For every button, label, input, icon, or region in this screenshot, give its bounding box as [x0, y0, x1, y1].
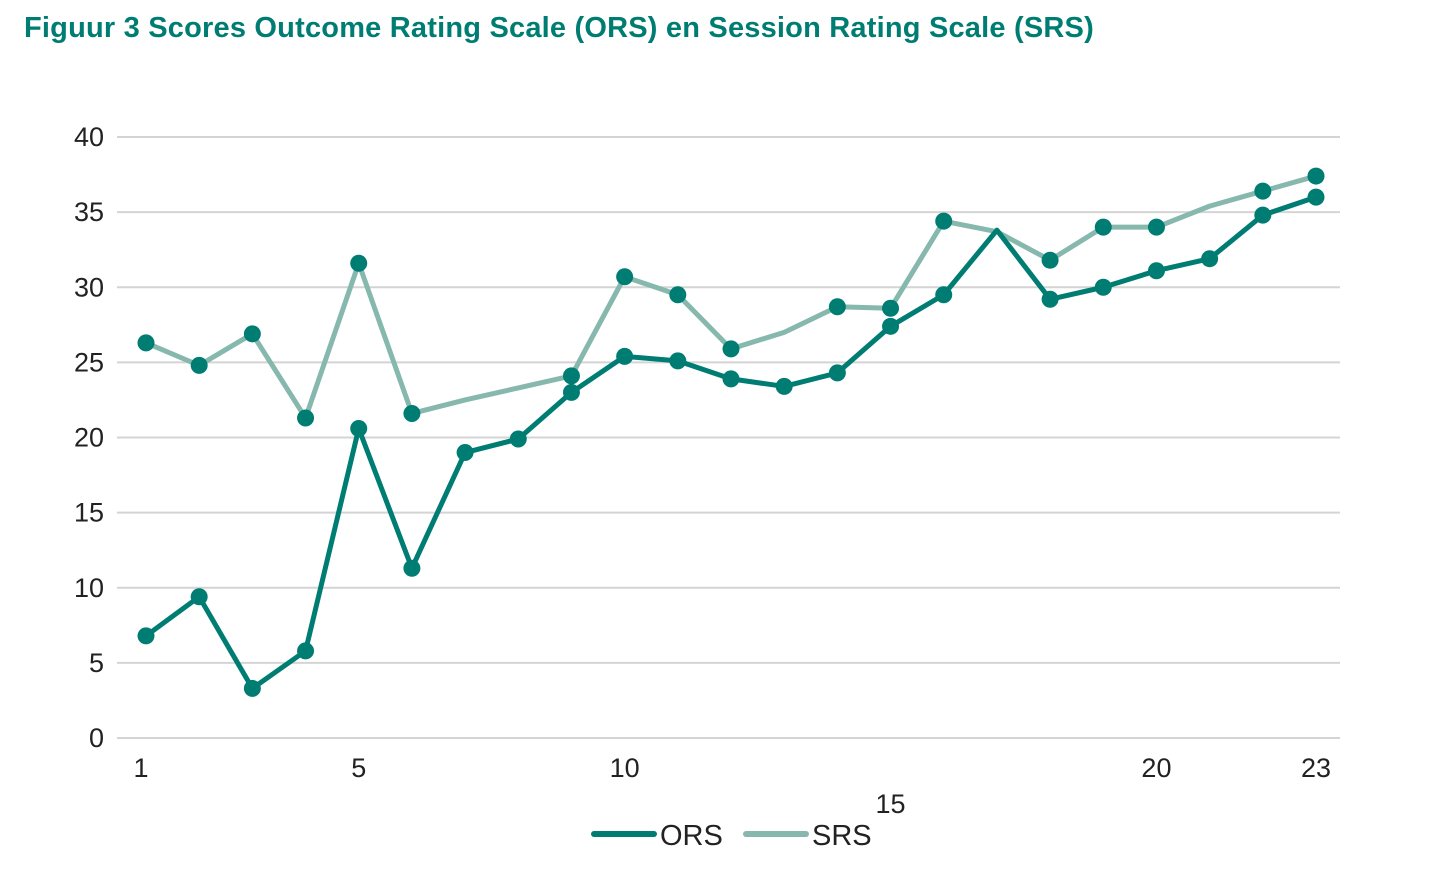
- x-tick-label: 10: [610, 753, 640, 783]
- data-point-ors: [190, 588, 208, 606]
- y-tick-label: 10: [74, 573, 104, 603]
- data-point-srs: [137, 334, 155, 352]
- data-point-ors: [828, 364, 846, 382]
- data-point-ors: [350, 419, 368, 437]
- data-point-srs: [882, 299, 900, 317]
- data-point-ors: [722, 370, 740, 388]
- x-tick-label: 20: [1141, 753, 1171, 783]
- x-tick-label: 15: [876, 789, 906, 819]
- data-point-ors: [1094, 278, 1112, 296]
- data-point-ors: [562, 383, 580, 401]
- data-point-ors: [1041, 290, 1059, 308]
- data-point-ors: [1307, 188, 1325, 206]
- data-point-ors: [1254, 206, 1272, 224]
- data-point-srs: [1147, 218, 1165, 236]
- data-point-ors: [509, 430, 527, 448]
- y-tick-label: 35: [74, 197, 104, 227]
- data-point-srs: [297, 409, 315, 427]
- data-point-ors: [882, 317, 900, 335]
- y-axis-ticks: 0 5 10 15 20 25 30 35 40: [74, 122, 104, 753]
- chart-title: Figuur 3 Scores Outcome Rating Scale (OR…: [24, 12, 1094, 44]
- data-point-srs: [1094, 218, 1112, 236]
- data-point-ors: [935, 286, 953, 304]
- data-point-srs: [243, 325, 261, 343]
- series-group: [137, 167, 1325, 697]
- data-point-ors: [137, 627, 155, 645]
- legend-label-ors[interactable]: ORS: [660, 820, 723, 852]
- series-line-ors: [143, 194, 1319, 691]
- data-point-srs: [722, 340, 740, 358]
- data-point-srs: [1307, 167, 1325, 185]
- data-point-ors: [616, 347, 634, 365]
- y-tick-label: 20: [74, 423, 104, 453]
- y-tick-label: 5: [89, 648, 104, 678]
- data-point-ors: [297, 642, 315, 660]
- data-point-srs: [1041, 251, 1059, 269]
- y-tick-label: 0: [89, 723, 104, 753]
- y-tick-label: 40: [74, 122, 104, 152]
- data-point-ors: [1147, 262, 1165, 280]
- data-point-srs: [403, 404, 421, 422]
- data-point-ors: [669, 352, 687, 370]
- data-point-srs: [935, 212, 953, 230]
- data-point-ors: [403, 559, 421, 577]
- y-tick-label: 15: [74, 498, 104, 528]
- data-point-srs: [828, 298, 846, 316]
- data-point-srs: [562, 367, 580, 385]
- data-point-srs: [669, 286, 687, 304]
- x-tick-label: 1: [133, 753, 148, 783]
- legend[interactable]: ORS SRS: [591, 820, 872, 852]
- x-tick-label: 5: [351, 753, 366, 783]
- data-point-ors: [775, 377, 793, 395]
- legend-label-srs[interactable]: SRS: [812, 820, 872, 852]
- data-point-srs: [1254, 182, 1272, 200]
- data-point-ors: [456, 444, 474, 462]
- data-point-srs: [350, 254, 368, 272]
- y-tick-label: 30: [74, 272, 104, 302]
- data-point-ors: [243, 679, 261, 697]
- x-tick-label: 23: [1301, 753, 1331, 783]
- data-point-ors: [1201, 250, 1219, 268]
- data-point-srs: [616, 268, 634, 286]
- y-tick-label: 25: [74, 347, 104, 377]
- data-point-srs: [190, 356, 208, 374]
